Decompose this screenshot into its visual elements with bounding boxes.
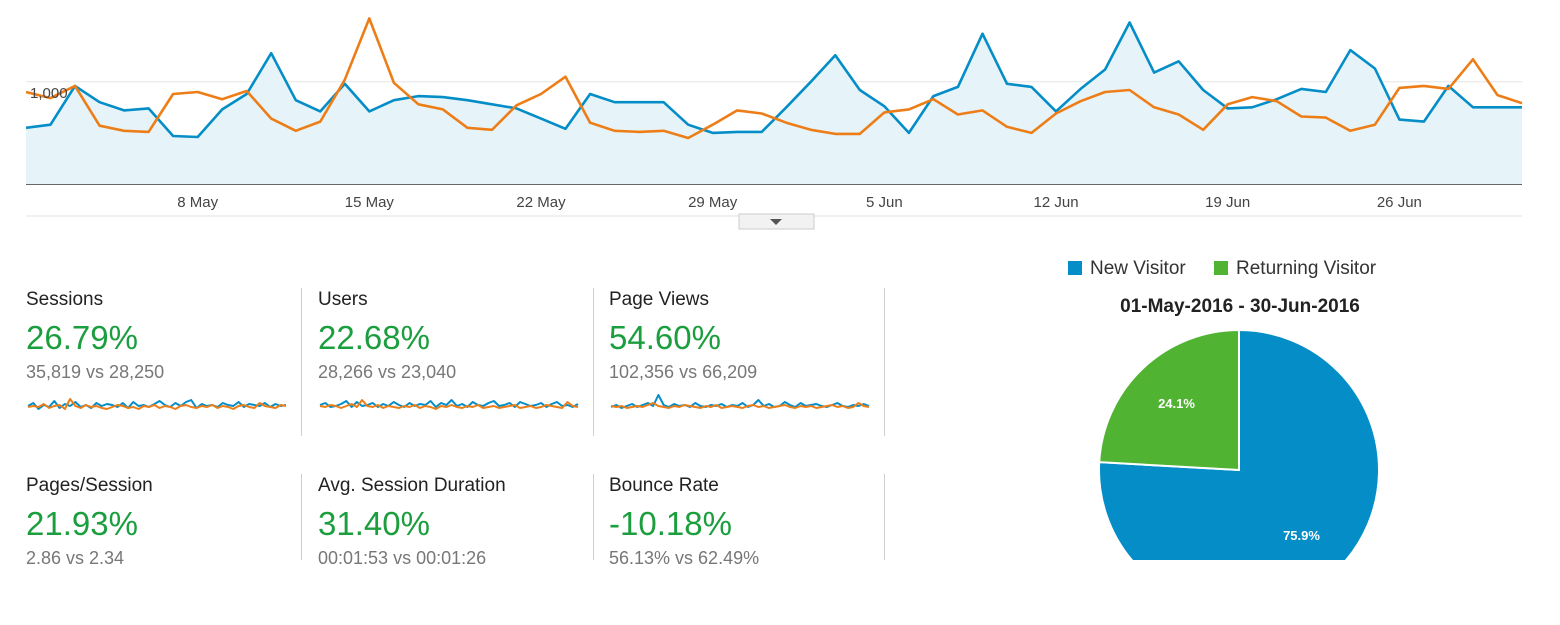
sparkline-series-1 xyxy=(319,399,579,410)
metric-bounce-rate[interactable]: Bounce Rate -10.18% 56.13% vs 62.49% xyxy=(609,475,877,625)
metric-divider xyxy=(301,288,302,436)
visitor-pie-chart: 75.9% 24.1% xyxy=(1098,330,1380,560)
metric-label: Pages/Session xyxy=(26,475,153,496)
x-tick-label: 8 May xyxy=(177,194,218,211)
y-tick-label: 1,000 xyxy=(30,85,68,102)
chart-expand-handle[interactable] xyxy=(738,213,815,230)
x-tick-label: 5 Jun xyxy=(866,194,903,211)
metric-value: 31.40% xyxy=(318,505,430,542)
metric-comparison: 00:01:53 vs 00:01:26 xyxy=(318,548,487,568)
users-sparkline xyxy=(319,399,579,410)
metric-label: Page Views xyxy=(609,289,709,310)
sparkline-series-0 xyxy=(319,399,579,408)
metric-value: 54.60% xyxy=(609,319,721,356)
legend-swatch-new-visitor xyxy=(1068,261,1082,275)
metric-value: 22.68% xyxy=(318,319,430,356)
pie-slice-labels: 75.9% 24.1% xyxy=(1158,396,1320,543)
metric-label: Bounce Rate xyxy=(609,475,719,496)
metric-divider xyxy=(884,474,885,560)
metric-comparison: 102,356 vs 66,209 xyxy=(609,362,758,382)
pie-slices xyxy=(1098,330,1380,560)
pie-slice-label: 24.1% xyxy=(1158,396,1195,411)
metric-sessions[interactable]: Sessions 26.79% 35,819 vs 28,250 xyxy=(26,289,294,439)
x-tick-label: 29 May xyxy=(688,194,738,211)
main-line-chart: 8 May 15 May 22 May 29 May 5 Jun 12 Jun 19 Jun… xyxy=(25,17,1523,230)
metric-avg-session-duration[interactable]: Avg. Session Duration 31.40% 00:01:53 vs… xyxy=(318,475,586,625)
x-tick-label: 22 May xyxy=(516,194,566,211)
metric-comparison: 35,819 vs 28,250 xyxy=(26,362,165,382)
x-tick-label: 19 Jun xyxy=(1205,194,1250,211)
x-axis-tick-labels: 8 May 15 May 22 May 29 May 5 Jun 12 Jun 19 Jun… xyxy=(177,194,1422,211)
metric-page-views[interactable]: Page Views 54.60% 102,356 vs 66,209 xyxy=(609,289,877,439)
chart-area-fill xyxy=(26,22,1522,184)
metric-pages-per-session[interactable]: Pages/Session 21.93% 2.86 vs 2.34 xyxy=(26,475,294,625)
series-1-line xyxy=(25,17,1523,140)
legend-label: Returning Visitor xyxy=(1236,258,1377,279)
pie-slice-label: 75.9% xyxy=(1283,528,1320,543)
series-0-area xyxy=(26,22,1522,184)
chevron-down-icon xyxy=(770,219,782,225)
metric-divider xyxy=(593,288,594,436)
sessions-sparkline xyxy=(27,398,287,410)
chart-series-lines xyxy=(25,17,1523,140)
x-tick-label: 26 Jun xyxy=(1377,194,1422,211)
metric-comparison: 56.13% vs 62.49% xyxy=(609,548,760,568)
metric-label: Avg. Session Duration xyxy=(318,475,506,496)
x-tick-label: 15 May xyxy=(345,194,395,211)
metric-comparison: 28,266 vs 23,040 xyxy=(318,362,457,382)
metric-users[interactable]: Users 22.68% 28,266 vs 23,040 xyxy=(318,289,586,439)
metric-label: Sessions xyxy=(26,289,104,310)
pie-slice-new-visitor[interactable] xyxy=(1098,330,1380,560)
page-views-sparkline xyxy=(610,394,870,409)
metric-divider xyxy=(593,474,594,560)
pie-chart-title: 01-May-2016 - 30-Jun-2016 xyxy=(1120,296,1360,317)
metric-divider xyxy=(301,474,302,560)
x-tick-label: 12 Jun xyxy=(1034,194,1079,211)
sparkline-series-1 xyxy=(27,398,287,410)
legend-label: New Visitor xyxy=(1090,258,1186,279)
pie-slice-returning-visitor[interactable] xyxy=(1098,330,1240,472)
metric-comparison: 2.86 vs 2.34 xyxy=(26,548,125,568)
legend-swatch-returning-visitor xyxy=(1214,261,1228,275)
metric-label: Users xyxy=(318,289,368,310)
y-axis-tick-labels: 1,000 xyxy=(30,85,68,102)
sparkline-series-1 xyxy=(610,402,870,409)
metric-value: 26.79% xyxy=(26,319,138,356)
metric-divider xyxy=(884,288,885,436)
metric-value: 21.93% xyxy=(26,505,138,542)
metric-value: -10.18% xyxy=(609,505,732,542)
